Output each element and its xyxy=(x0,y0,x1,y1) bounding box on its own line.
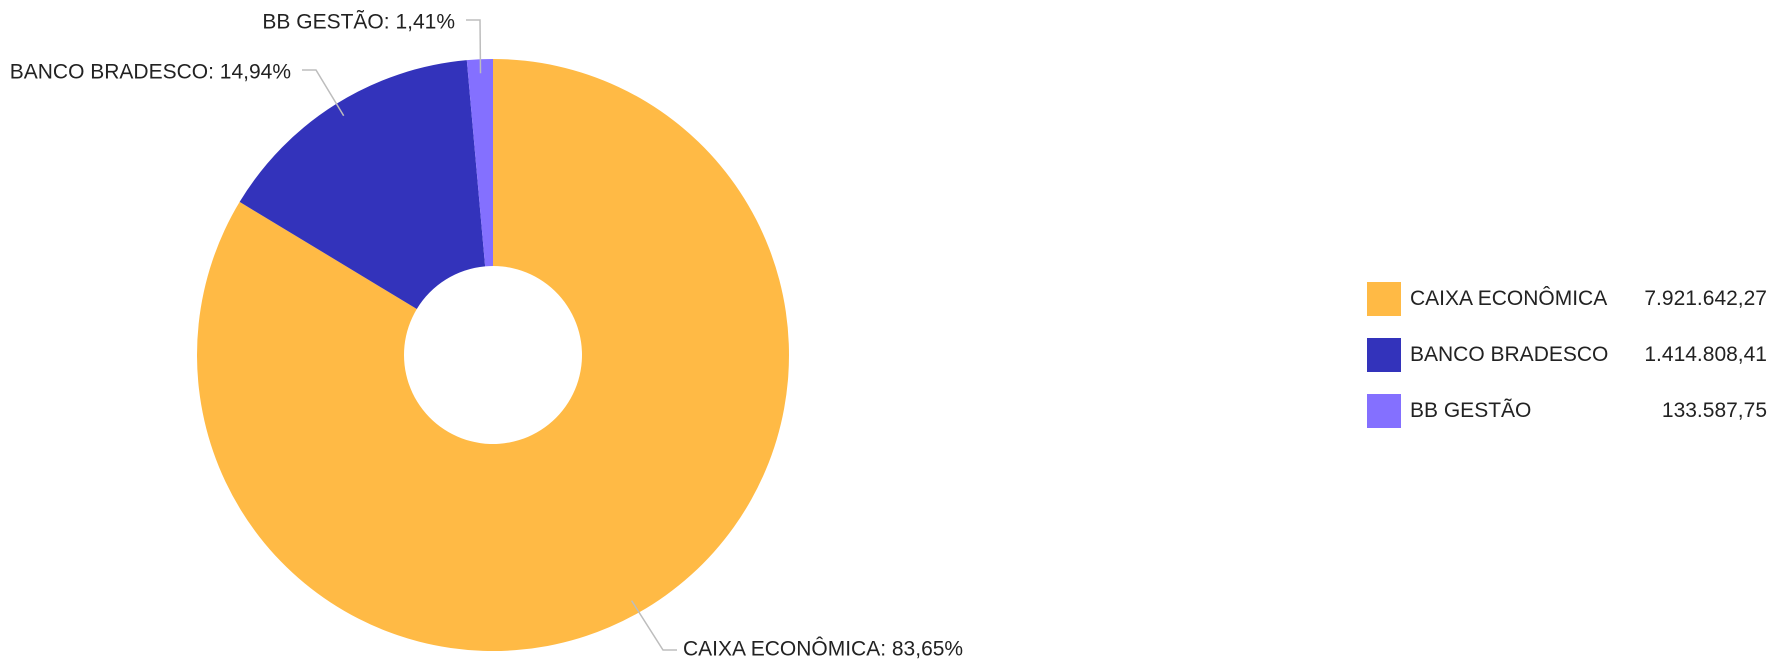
pie-slice-bb-gestao[interactable] xyxy=(466,59,493,267)
pie-slice-caixa-economica[interactable] xyxy=(197,59,789,651)
chart-legend: CAIXA ECONÔMICA 7.921.642,27 BANCO BRADE… xyxy=(1367,282,1767,450)
legend-swatch-banco-bradesco xyxy=(1367,338,1401,372)
legend-label: BB GESTÃO xyxy=(1410,399,1532,422)
leader-line-bb-gestao xyxy=(466,19,482,74)
legend-label: CAIXA ECONÔMICA xyxy=(1410,287,1608,310)
data-label-caixa-economica: CAIXA ECONÔMICA: 83,65% xyxy=(683,638,963,661)
legend-swatch-caixa-economica xyxy=(1367,282,1401,316)
leader-line-caixa-economica xyxy=(630,600,677,651)
legend-item-banco-bradesco[interactable]: BANCO BRADESCO 1.414.808,41 xyxy=(1367,338,1767,372)
data-label-banco-bradesco: BANCO BRADESCO: 14,94% xyxy=(10,61,291,84)
legend-item-caixa-economica[interactable]: CAIXA ECONÔMICA 7.921.642,27 xyxy=(1367,282,1767,316)
data-label-bb-gestao: BB GESTÃO: 1,41% xyxy=(262,10,455,34)
legend-swatch-bb-gestao xyxy=(1367,394,1401,428)
legend-item-bb-gestao[interactable]: BB GESTÃO 133.587,75 xyxy=(1367,394,1767,428)
legend-value: 7.921.642,27 xyxy=(1644,287,1767,310)
legend-value: 1.414.808,41 xyxy=(1644,343,1767,366)
legend-value: 133.587,75 xyxy=(1661,399,1767,422)
legend-label: BANCO BRADESCO xyxy=(1410,343,1609,366)
pie-slice-banco-bradesco[interactable] xyxy=(239,60,486,309)
leader-line-banco-bradesco xyxy=(302,69,345,117)
